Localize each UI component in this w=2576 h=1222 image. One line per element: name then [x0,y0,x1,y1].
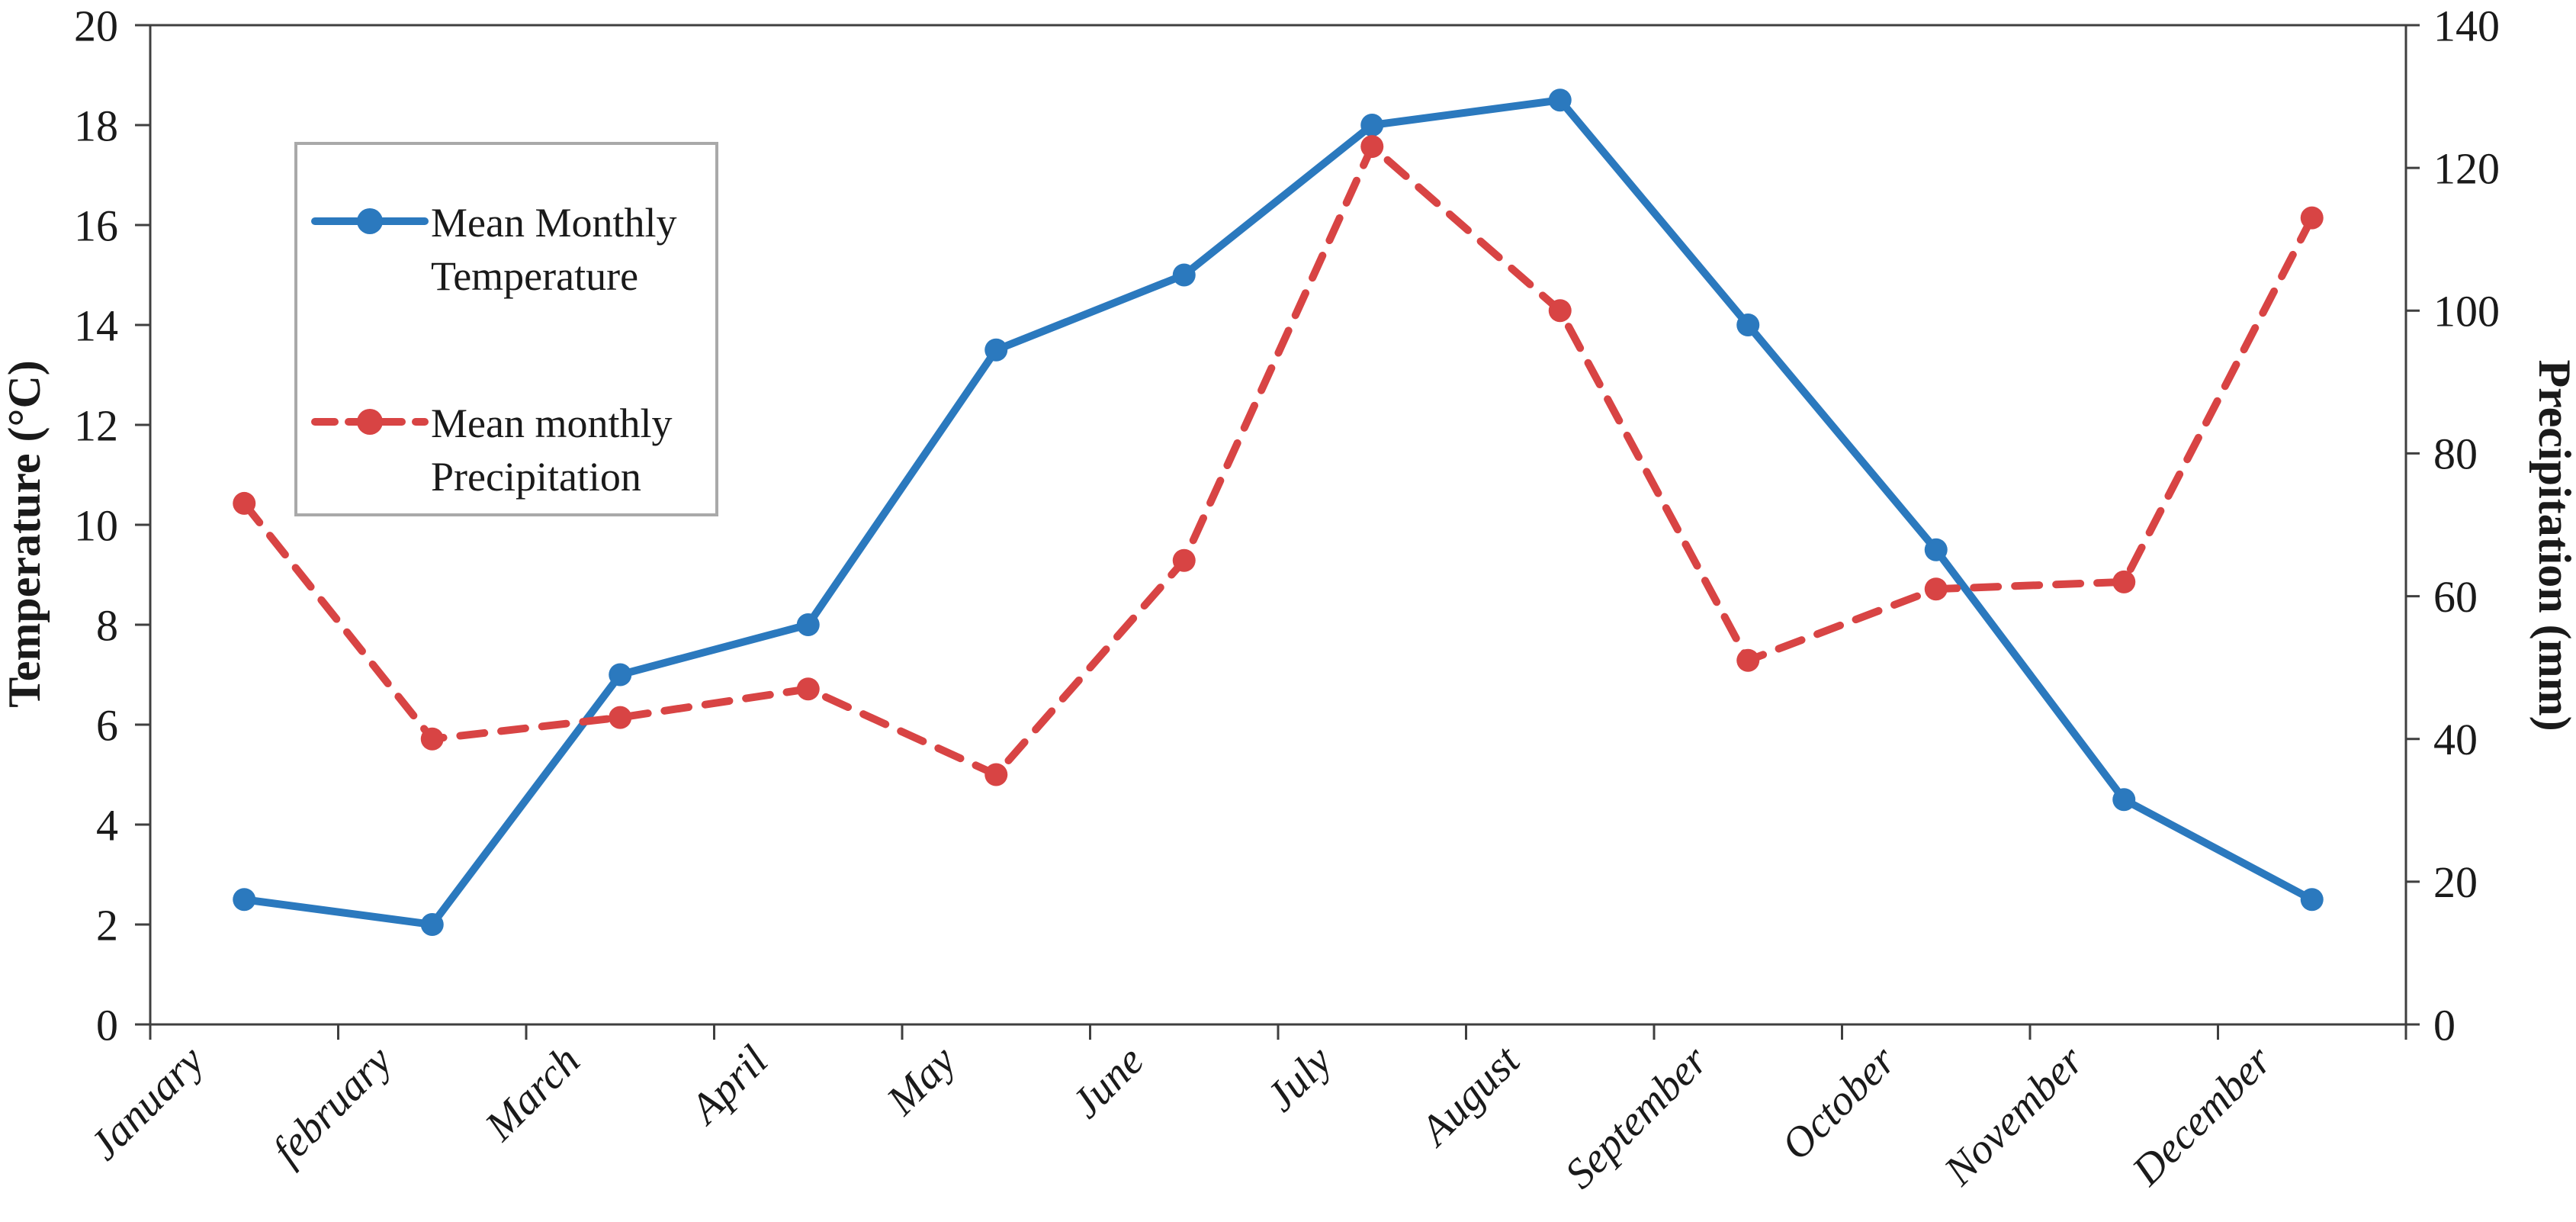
temperature-line [240,96,2316,928]
legend-box [294,142,718,516]
temperature-point-marker [1172,263,1196,287]
precipitation-point-marker [2300,206,2324,230]
right-axis-tick-label: 140 [2433,1,2500,50]
precipitation-point-marker [984,763,1008,786]
month-label: March [476,1037,589,1150]
temperature-point-marker [609,663,632,687]
left-axis-tick-label: 20 [74,1,118,50]
left-axis-tick-label: 12 [74,400,118,450]
month-label: July [1257,1037,1341,1121]
precipitation-point-marker [1924,577,1948,601]
precipitation-point-marker [1548,299,1572,323]
temperature-point-marker [2300,888,2324,912]
right-axis-tick-label: 80 [2433,429,2478,479]
precipitation-series [233,135,2324,786]
precipitation-point-marker [609,706,632,729]
month-label: June [1062,1037,1153,1127]
precipitation-point-marker [1172,548,1196,572]
legend-temperature-marker [357,208,383,234]
month-label: May [878,1037,965,1124]
legend-temperature-label-line2: Temperature [431,253,638,299]
temperature-point-marker [2112,788,2136,812]
x-axis: January february March April May June July Augu… [81,1024,2407,1198]
month-label: April [679,1037,777,1134]
right-axis-tick-label: 120 [2433,143,2500,193]
legend-precipitation-label-line2: Precipitation [431,454,641,500]
temperature-point-marker [1924,538,1948,561]
temperature-point-marker [984,338,1008,362]
temperature-series [233,88,2324,936]
right-axis-tick-label: 60 [2433,572,2478,622]
month-label: August [1409,1036,1530,1156]
temperature-point-marker [1548,88,1572,112]
month-label: October [1772,1037,1905,1169]
left-axis: 0 2 4 6 8 10 12 14 16 18 20 [74,1,150,1050]
month-label: November [1935,1037,2093,1195]
right-axis-tick-label: 100 [2433,287,2500,336]
left-axis-tick-label: 8 [96,600,118,650]
left-axis-tick-label: 16 [74,201,118,250]
right-axis-tick-label: 20 [2433,857,2478,907]
temperature-point-marker [796,613,820,636]
precipitation-point-marker [420,727,444,751]
left-axis-tick-label: 18 [74,101,118,150]
temperature-point-marker [1736,314,1760,336]
precipitation-point-marker [233,491,256,515]
legend: Mean Monthly Temperature Mean monthly Preci… [294,142,718,516]
precipitation-point-marker [1736,648,1760,672]
month-label: December [2123,1037,2281,1195]
left-axis-tick-label: 6 [96,700,118,750]
temperature-point-marker [1360,114,1384,137]
left-axis-tick-label: 0 [96,1000,118,1050]
left-axis-title: Temperature (°C) [0,360,50,708]
left-axis-tick-label: 14 [74,301,118,350]
month-label: January [81,1037,214,1169]
right-axis-tick-label: 0 [2433,1000,2456,1050]
precipitation-point-marker [796,677,820,701]
left-axis-tick-label: 2 [96,900,118,950]
temperature-point-marker [420,913,444,936]
month-label: february [264,1037,401,1174]
month-label: September [1556,1037,1717,1198]
temperature-point-marker [233,888,256,912]
right-axis-tick-label: 40 [2433,715,2478,764]
legend-precipitation-marker [357,409,383,435]
left-axis-tick-label: 4 [96,800,118,850]
legend-temperature-label-line1: Mean Monthly [431,200,676,246]
legend-precipitation-label-line1: Mean monthly [431,400,672,446]
precipitation-point-marker [2112,570,2136,593]
precipitation-point-marker [1360,135,1384,159]
right-axis-title: Precipitation (mm) [2529,359,2576,731]
left-axis-tick-label: 10 [74,500,118,550]
precipitation-line [240,143,2316,779]
right-axis: 0 20 40 60 80 100 120 140 [2406,1,2500,1050]
